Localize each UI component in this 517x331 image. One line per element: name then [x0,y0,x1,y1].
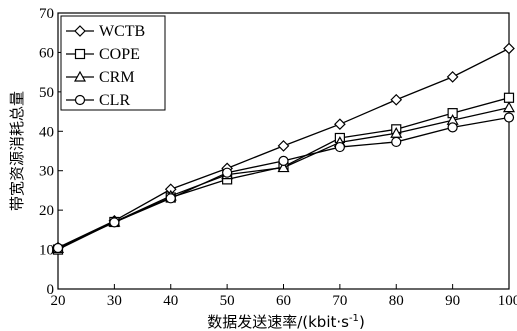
x-tick-label: 50 [220,293,235,309]
x-tick-label: 80 [389,293,404,309]
y-tick-label: 50 [39,85,54,101]
legend-label: COPE [99,46,140,63]
y-tick-label: 10 [39,243,54,259]
axis-ticks: 20 30 40 50 60 70 80 90 100 0 10 20 30 40 50 60 70 [39,6,517,309]
series-line [57,97,510,251]
data-series [51,42,516,255]
data-point [277,161,290,173]
legend-item-cope: COPE [66,46,140,63]
x-tick-label: 70 [332,293,347,309]
legend-item-crm: CRM [66,69,135,86]
series-clr [52,112,515,254]
y-tick-label: 20 [39,203,54,219]
series-cope [52,92,515,255]
x-tick-label: 90 [445,293,460,309]
data-point [334,118,346,131]
data-point [503,92,515,103]
x-tick-label: 40 [163,293,178,309]
y-tick-label: 60 [39,45,54,61]
data-point [109,217,120,228]
data-point [277,140,290,152]
data-point [503,112,515,123]
x-tick-label: 100 [498,293,517,309]
legend-item-clr: CLR [66,92,130,109]
x-tick-label: 20 [51,293,66,309]
y-tick-label: 40 [39,124,54,140]
x-tick-label: 30 [107,293,122,309]
data-point [503,42,515,55]
x-tick-label: 60 [276,293,291,309]
legend-label: WCTB [99,23,145,40]
data-point [52,242,64,254]
data-point [446,71,459,83]
y-tick-label: 30 [39,164,54,180]
legend-marker [74,94,86,106]
data-point [222,167,233,178]
legend-marker [73,70,87,82]
legend-marker [74,25,86,37]
data-point [447,122,458,133]
data-point [165,193,176,204]
legend-label: CLR [99,92,130,109]
y-axis-label: 带宽资源消耗总量 [8,91,26,211]
series-line [57,116,510,249]
series-crm [51,101,516,253]
series-line [57,106,510,249]
y-tick-label: 70 [39,6,54,22]
data-point [334,141,345,153]
x-axis-label-close: ) [359,313,365,331]
legend-label: CRM [99,69,135,86]
y-tick-label: 0 [47,282,55,298]
x-axis-label: 数据发送速率/(kbit·s-1) [207,313,365,331]
legend-marker [74,48,86,60]
legend-item-wctb: WCTB [66,23,145,40]
legend: WCTB COPE CRM CLR [60,15,166,111]
data-point [502,101,516,113]
data-point [390,93,403,106]
data-point [278,155,289,166]
x-axis-label-main: 数据发送速率/(kbit·s [207,313,349,331]
x-axis-label-superscript: -1 [349,313,359,324]
data-point [391,136,402,148]
